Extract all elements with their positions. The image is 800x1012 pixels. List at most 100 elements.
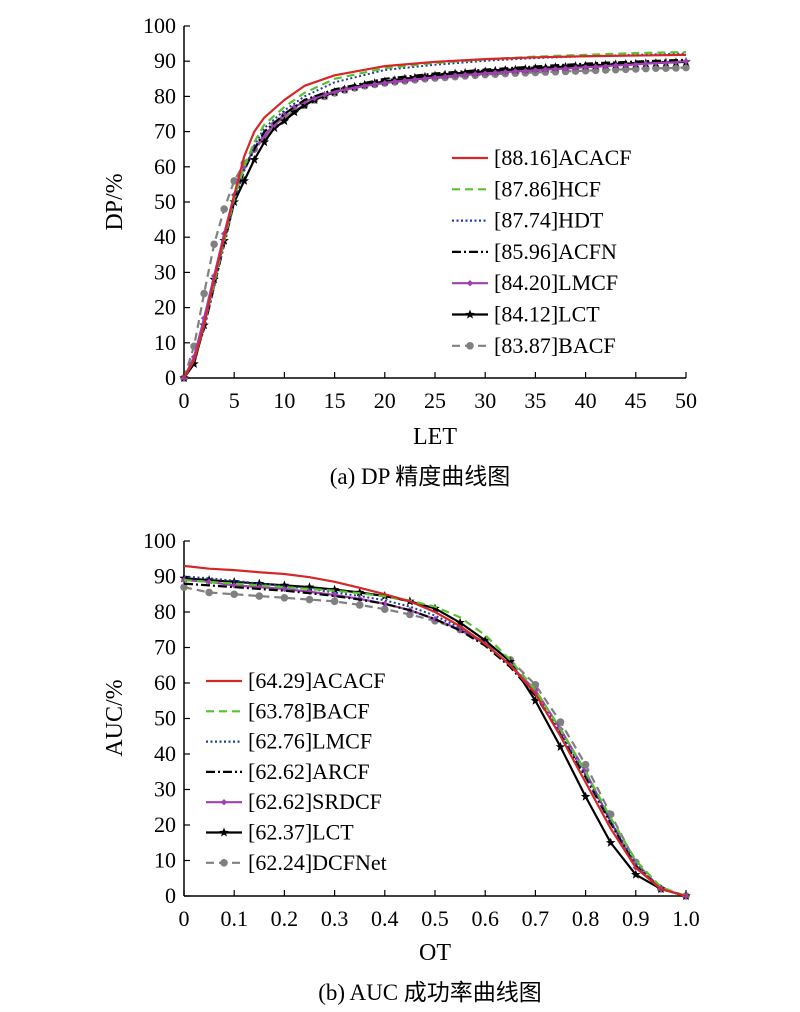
data-point [281,585,288,593]
legend-item: [87.74]HDT [452,208,604,233]
x-tick-label: 1.0 [672,906,700,931]
x-tick-label: 10 [273,388,295,413]
series-path [183,564,687,898]
legend-label: [62.62]SRDCF [248,789,382,814]
x-tick-label: 0.2 [271,906,299,931]
data-point [471,71,479,78]
x-tick-label: 0.7 [522,906,550,931]
data-point [354,587,365,597]
y-tick-label: 0 [165,883,176,908]
data-point [220,799,228,806]
data-point [210,240,218,249]
data-point [642,60,650,67]
x-tick-label: 30 [474,388,496,413]
legend: [64.29]ACACF [63.78]BACF [62.76]LMCF [62.62… [206,668,387,875]
data-point [239,175,249,185]
data-point [492,69,499,77]
series-path [183,578,687,898]
x-tick-label: 0.4 [371,906,399,931]
series-line [180,58,690,382]
x-tick-label: 0.5 [421,906,449,931]
y-tick-label: 30 [154,777,176,802]
data-point [279,116,290,126]
series-path [183,60,687,379]
data-point [532,67,539,74]
data-point [522,67,529,75]
y-tick-label: 30 [154,259,176,284]
data-point [556,718,565,726]
data-point [441,73,449,80]
data-point [371,81,378,88]
legend-item: [62.62]SRDCF [206,789,382,814]
data-point [682,63,690,72]
legend-item: [62.62]ARCF [206,759,370,784]
data-point [189,358,199,368]
data-point [602,62,609,70]
y-tick-label: 10 [154,330,176,355]
data-point [582,63,589,71]
legend-item: [63.78]BACF [206,698,370,723]
x-axis-label: OT [419,940,451,966]
series-path [183,582,687,898]
data-point [305,595,314,604]
x-tick-label: 0.9 [622,906,650,931]
series-group [179,564,691,901]
data-point [530,695,541,705]
data-point [562,65,569,72]
data-point [205,588,213,597]
data-point [505,656,516,666]
y-tick-label: 10 [154,848,176,873]
series-path [182,66,687,379]
data-point [612,62,619,69]
series-path [183,53,687,379]
x-tick-label: 0.1 [220,906,248,931]
data-point [466,342,474,350]
data-point [555,741,566,751]
data-point [230,177,238,185]
legend-label: [85.96]ACFN [494,239,617,264]
x-tick-label: 0.8 [572,906,600,931]
data-point [601,66,610,74]
x-tick-label: 40 [575,388,597,413]
data-point [552,65,559,73]
data-point [279,580,290,590]
data-point [329,584,340,594]
x-tick-label: 50 [675,388,697,413]
data-point [621,65,630,74]
data-point [672,64,680,72]
data-point [381,79,388,87]
series-line [183,52,687,379]
y-tick-label: 40 [154,741,176,766]
data-point [480,635,490,645]
x-tick-label: 45 [625,388,647,413]
legend-item: [62.24]DCFNet [206,850,387,875]
series-group [179,50,691,383]
x-tick-label: 0.6 [471,906,499,931]
dp-precision-chart: 0 10 20 30 40 50 60 70 80 90 100 0 5 10 15 20 25 30 35 40 4… [102,13,697,489]
data-point [280,594,289,602]
y-tick-label: 70 [154,635,176,660]
legend-label: [88.16]ACACF [494,145,632,170]
data-point [465,309,475,319]
data-point [622,61,629,69]
x-tick-label: 5 [229,388,240,413]
data-point [455,617,465,627]
x-axis-label: LET [413,424,457,450]
data-point [611,65,620,74]
legend-label: [64.29]ACACF [248,668,386,693]
series-path [183,52,687,379]
y-ticks: 0 10 20 30 40 50 60 70 80 90 100 [143,528,190,908]
y-tick-label: 50 [154,189,176,214]
legend-label: [62.76]LMCF [248,729,372,754]
data-point [580,791,591,801]
data-point [304,582,315,592]
legend-label: [62.24]DCFNet [248,850,387,875]
legend-item: [62.37]LCT [206,820,354,845]
data-point [421,75,429,82]
y-tick-label: 60 [154,670,176,695]
legend-label: [62.62]ARCF [248,759,370,784]
data-point [230,590,238,599]
data-point [662,59,670,66]
data-point [451,72,459,79]
